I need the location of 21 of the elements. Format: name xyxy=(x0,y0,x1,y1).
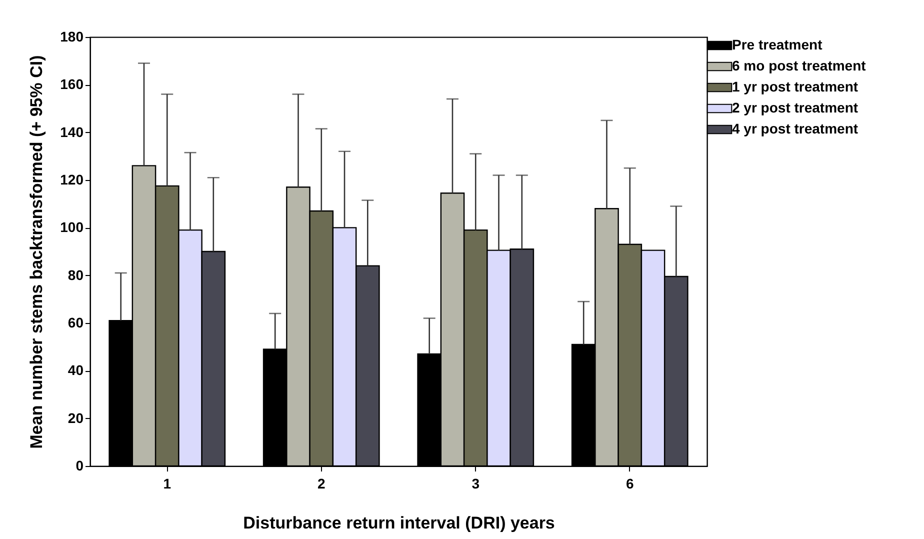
x-tick-label: 1 xyxy=(163,476,172,492)
legend-label: 2 yr post treatment xyxy=(732,100,858,116)
legend-label: 6 mo post treatment xyxy=(732,58,866,74)
y-tick-label: 140 xyxy=(60,124,84,140)
legend-label: 4 yr post treatment xyxy=(732,120,858,136)
legend-label: 1 yr post treatment xyxy=(732,78,858,94)
y-tick-label: 100 xyxy=(60,219,84,236)
x-axis-title: Disturbance return interval (DRI) years xyxy=(243,514,555,532)
legend-label: Pre treatment xyxy=(732,36,823,52)
y-tick-label: 20 xyxy=(68,410,84,426)
y-tick-label: 120 xyxy=(60,172,84,188)
y-tick-label: 180 xyxy=(60,28,84,44)
y-tick-label: 0 xyxy=(76,458,84,474)
x-tick-label: 2 xyxy=(317,476,326,492)
y-tick-label: 60 xyxy=(68,314,84,330)
y-tick-label: 160 xyxy=(60,76,84,92)
y-tick-label: 80 xyxy=(68,266,84,283)
x-tick-label: 6 xyxy=(626,476,634,492)
x-tick-label: 3 xyxy=(472,476,480,492)
y-axis-title: Mean number stems backtransformed (+ 95% CI) xyxy=(27,55,46,449)
y-tick-label: 40 xyxy=(68,362,84,378)
